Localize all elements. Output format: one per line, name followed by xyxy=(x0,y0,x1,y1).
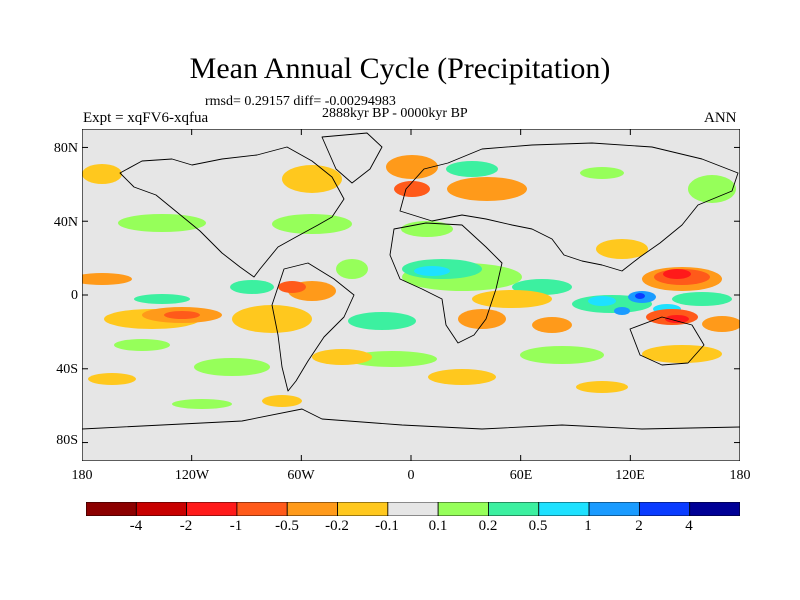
season-label: ANN xyxy=(704,110,737,126)
colorbar-swatch xyxy=(538,502,590,516)
period-text: 2888kyr BP - 0000kyr BP xyxy=(322,106,468,121)
map-title: Mean Annual Cycle (Precipitation) xyxy=(189,52,611,85)
coast-south-america xyxy=(271,262,355,392)
colorbar-label: 0.2 xyxy=(478,518,498,534)
lon-tick-label: 180 xyxy=(729,468,751,483)
precip-anomaly-map xyxy=(82,129,740,461)
colorbar-swatch xyxy=(588,502,640,516)
coast-africa xyxy=(389,222,503,344)
colorbar-label: 4 xyxy=(685,518,693,534)
stats-text: rmsd= 0.29157 diff= -0.00294983 xyxy=(205,94,396,109)
colorbar-swatch xyxy=(337,502,389,516)
lon-tick-label: 0 xyxy=(407,468,415,483)
lat-tick-label: 0 xyxy=(71,288,78,303)
colorbar-label: -2 xyxy=(179,518,193,534)
coast-europe-asia xyxy=(399,142,739,272)
axis-ticks xyxy=(82,129,740,461)
colorbar-label: 2 xyxy=(635,518,643,534)
lon-tick-label: 120E xyxy=(615,468,645,483)
colorbar-swatch xyxy=(689,502,740,516)
colorbar-swatch xyxy=(236,502,288,516)
colorbar-swatch xyxy=(86,502,137,516)
coast-greenland xyxy=(321,132,383,184)
coastlines xyxy=(82,132,740,430)
colorbar-label: 1 xyxy=(584,518,592,534)
lat-tick-label: 40S xyxy=(56,362,78,377)
colorbar-swatch xyxy=(286,502,338,516)
colorbar-label: -4 xyxy=(129,518,143,534)
colorbar-swatch xyxy=(638,502,691,516)
colorbar-swatch xyxy=(387,502,439,516)
lon-tick-label: 120W xyxy=(174,468,210,483)
colorbar-label: -1 xyxy=(229,518,243,534)
colorbar-label: -0.5 xyxy=(275,518,299,534)
lat-tick-label: 80N xyxy=(53,141,78,156)
coast-antarctica xyxy=(82,408,740,430)
lon-tick-label: 60E xyxy=(509,468,533,483)
colorbar xyxy=(86,502,740,516)
colorbar-label: 0.5 xyxy=(528,518,548,534)
coast-north-america xyxy=(119,146,345,278)
anomaly-negative-very-strong xyxy=(663,269,691,323)
colorbar-swatch xyxy=(186,502,238,516)
lon-tick-label: 60W xyxy=(287,468,315,483)
lat-tick-label: 80S xyxy=(56,433,78,448)
lon-tick-label: 180 xyxy=(71,468,93,483)
anomaly-fields xyxy=(82,155,740,409)
anomaly-positive-extreme xyxy=(635,293,645,299)
colorbar-swatch xyxy=(135,502,188,516)
colorbar-swatch xyxy=(488,502,540,516)
experiment-label: Expt = xqFV6-xqfua xyxy=(83,110,209,126)
coast-australia xyxy=(629,316,705,366)
colorbar-swatch xyxy=(437,502,489,516)
lat-tick-label: 40N xyxy=(53,215,78,230)
colorbar-label: 0.1 xyxy=(428,518,448,534)
colorbar-label: -0.2 xyxy=(325,518,349,534)
colorbar-label: -0.1 xyxy=(375,518,399,534)
